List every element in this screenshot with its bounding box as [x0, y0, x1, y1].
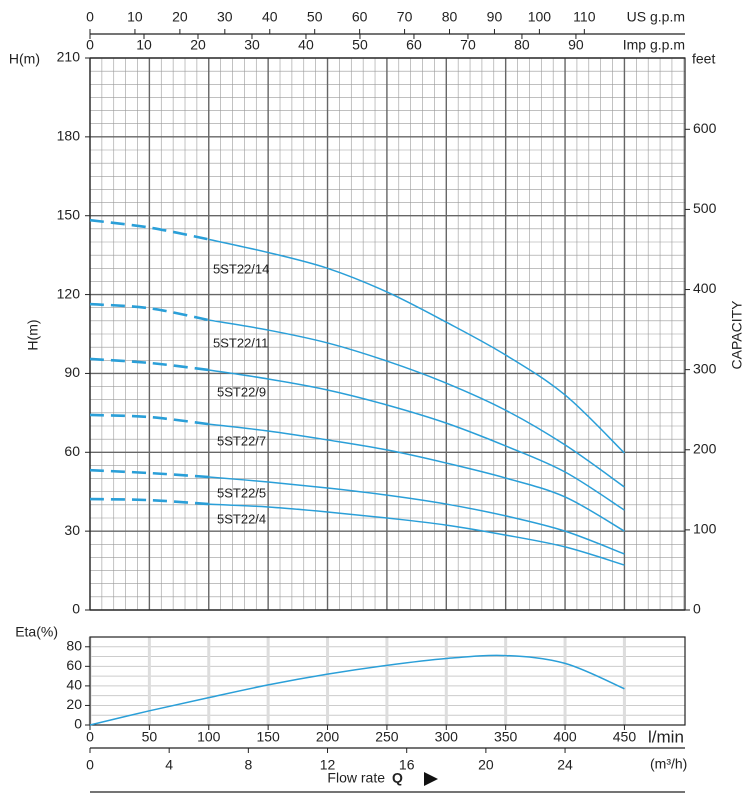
x-tick-label: 300	[435, 729, 459, 745]
curve	[208, 369, 625, 511]
top-tick-label: 10	[136, 37, 152, 53]
x-tick-label: 0	[86, 729, 94, 745]
bottom-tick-label: 20	[478, 757, 494, 773]
y2-tick-label: 0	[693, 601, 701, 617]
top-tick-label: 60	[352, 9, 368, 25]
top-tick-label: 40	[262, 9, 278, 25]
y2-tick-label: 100	[693, 521, 717, 537]
y2-tick-label: 200	[693, 440, 717, 456]
series-label: 5ST22/11	[213, 335, 268, 350]
y-tick-label: 30	[64, 522, 80, 538]
y-tick-label: 60	[64, 443, 80, 459]
y2-axis-title: CAPACITY	[729, 300, 745, 370]
series-label: 5ST22/9	[217, 384, 266, 399]
top-tick-label: 30	[217, 9, 233, 25]
bottom-tick-label: 0	[86, 757, 94, 773]
x-tick-label: 400	[553, 729, 577, 745]
bottom-axis-unit: (m³/h)	[650, 756, 687, 772]
y-tick-label: 0	[74, 716, 82, 732]
top-tick-label: 80	[442, 9, 458, 25]
x-tick-label: 150	[256, 729, 280, 745]
x-unit: l/min	[648, 727, 684, 746]
y-tick-label: 0	[72, 601, 80, 617]
bottom-tick-label: 12	[320, 757, 336, 773]
curve	[89, 654, 625, 726]
top-tick-label: 110	[573, 9, 596, 25]
curve	[208, 476, 625, 555]
curve-dashed	[89, 357, 209, 372]
y-tick-label: 150	[57, 206, 81, 222]
top-axis-unit: US g.p.m	[627, 9, 685, 25]
y-tick-label: 120	[57, 285, 81, 301]
bottom-tick-label: 4	[165, 757, 173, 773]
top-tick-label: 40	[298, 37, 314, 53]
y-tick-label: 90	[64, 364, 80, 380]
y-tick-label: 210	[57, 49, 81, 65]
top-tick-label: 80	[514, 37, 530, 53]
plot-frame	[89, 636, 686, 726]
arrow	[424, 772, 438, 786]
y2-tick-label: 600	[693, 120, 717, 136]
x-tick-label: 250	[375, 729, 399, 745]
top-tick-label: 90	[487, 9, 503, 25]
curve	[208, 423, 625, 532]
y-tick-label: 80	[66, 637, 82, 653]
curve	[208, 319, 625, 488]
x-tick-label: 350	[494, 729, 518, 745]
top-tick-label: 60	[406, 37, 422, 53]
x-tick-label: 50	[142, 729, 158, 745]
top-tick-label: 0	[86, 9, 94, 25]
curve-dashed	[89, 497, 209, 506]
top-tick-label: 20	[172, 9, 188, 25]
series-label: 5ST22/14	[213, 261, 269, 276]
top-tick-label: 100	[528, 9, 552, 25]
curve	[208, 238, 625, 454]
bottom-tick-label: 16	[399, 757, 415, 773]
y-tick-label: 60	[66, 657, 82, 673]
y-tick-label: 40	[66, 677, 82, 693]
y-tick-label: 20	[66, 696, 82, 712]
curve	[208, 503, 625, 566]
top-tick-label: 20	[190, 37, 206, 53]
top-tick-label: 90	[568, 37, 584, 53]
x-axis-symbol: Q	[392, 770, 403, 786]
y2-tick-label: 400	[693, 280, 717, 296]
curve-dashed	[89, 302, 210, 322]
bottom-tick-label: 24	[557, 757, 573, 773]
x-tick-label: 450	[613, 729, 637, 745]
top-tick-label: 10	[127, 9, 143, 25]
top-tick-label: 30	[244, 37, 260, 53]
plot-frame	[89, 57, 686, 611]
top-tick-label: 70	[397, 9, 413, 25]
bottom-tick-label: 8	[244, 757, 252, 773]
y2-tick-label: 300	[693, 360, 717, 376]
y2-unit: feet	[692, 51, 715, 67]
top-tick-label: 50	[352, 37, 368, 53]
series-label: 5ST22/7	[217, 433, 266, 448]
curve-dashed	[89, 218, 210, 241]
top-tick-label: 0	[86, 37, 94, 53]
x-axis-title: Flow rate	[327, 770, 385, 786]
series-label: 5ST22/4	[217, 511, 266, 526]
x-tick-label: 200	[316, 729, 340, 745]
top-axis-unit: Imp g.p.m	[623, 37, 685, 53]
eta-axis-title: Eta(%)	[15, 624, 58, 640]
curve-dashed	[89, 468, 209, 479]
curve-dashed	[89, 413, 209, 426]
y-unit: H(m)	[9, 51, 40, 67]
y-axis-title: H(m)	[25, 319, 41, 350]
x-tick-label: 100	[197, 729, 221, 745]
top-tick-label: 50	[307, 9, 323, 25]
series-label: 5ST22/5	[217, 485, 266, 500]
y-tick-label: 180	[57, 128, 81, 144]
top-tick-label: 70	[460, 37, 476, 53]
y2-tick-label: 500	[693, 200, 717, 216]
